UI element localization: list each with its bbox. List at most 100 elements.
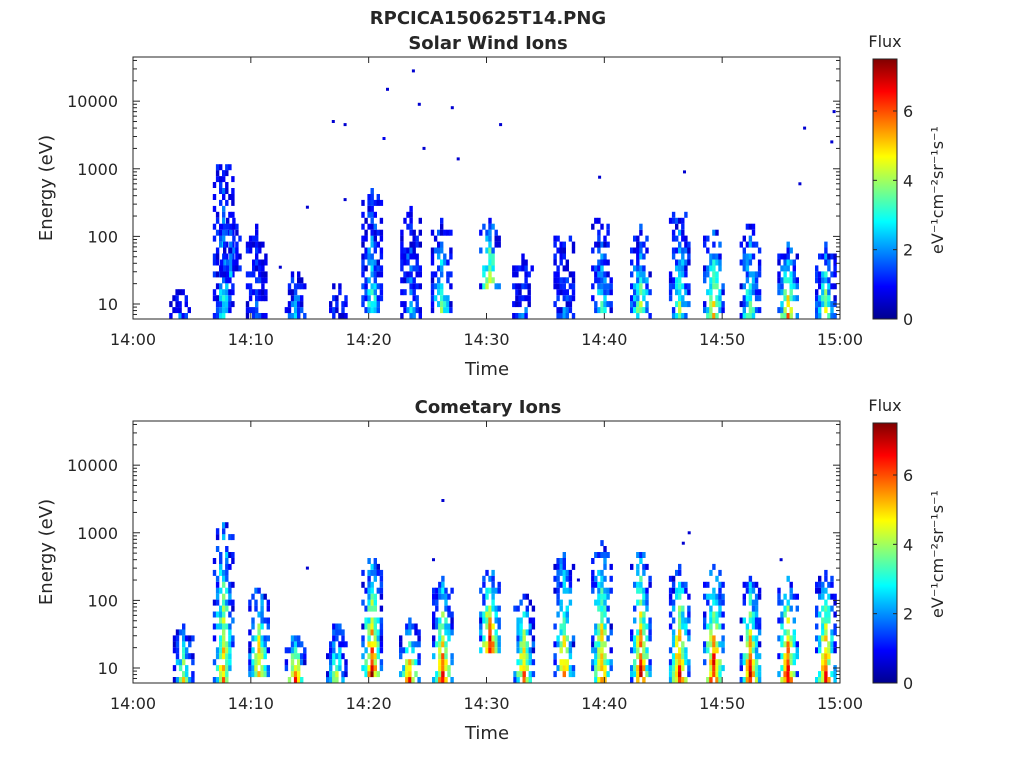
heatmap-cell — [373, 199, 377, 206]
heatmap-cell — [225, 647, 229, 654]
heatmap-cell — [182, 641, 186, 648]
heatmap-cell — [553, 235, 557, 242]
heatmap-cell — [485, 617, 489, 624]
heatmap-cell — [824, 295, 828, 302]
heatmap-cell — [591, 223, 595, 230]
heatmap-cell — [603, 623, 607, 630]
heatmap-cell — [678, 617, 682, 624]
heatmap-cell — [559, 647, 563, 654]
heatmap-cell — [367, 623, 371, 630]
heatmap-cell — [212, 259, 217, 266]
heatmap-cell — [430, 301, 435, 308]
heatmap-cell — [370, 253, 374, 260]
heatmap-cell — [792, 593, 796, 600]
heatmap-cell — [591, 558, 595, 564]
heatmap-cell — [594, 301, 598, 308]
heatmap-cell — [681, 605, 685, 612]
heatmap-cell — [252, 259, 256, 266]
heatmap-cell — [568, 671, 573, 678]
heatmap-cell — [364, 587, 368, 594]
heatmap-cell — [748, 581, 753, 588]
heatmap-cell — [681, 217, 685, 224]
heatmap-cell — [287, 677, 292, 683]
heatmap-cell — [497, 235, 501, 242]
heatmap-cell — [223, 223, 227, 230]
heatmap-cell — [531, 623, 536, 630]
heatmap-cell — [636, 599, 640, 606]
heatmap-cell — [519, 623, 523, 630]
heatmap-cell — [482, 599, 486, 606]
heatmap-cell — [565, 659, 569, 666]
heatmap-cell — [440, 241, 444, 248]
heatmap-cell — [479, 247, 483, 254]
heatmap-cell — [786, 253, 790, 260]
heatmap-cell — [361, 259, 365, 266]
heatmap-cell — [739, 659, 743, 666]
heatmap-cell — [718, 259, 722, 266]
heatmap-cell — [684, 271, 688, 278]
heatmap-cell — [639, 277, 643, 284]
heatmap-cell — [633, 665, 637, 672]
heatmap-cell — [370, 301, 374, 308]
heatmap-cell — [745, 653, 750, 660]
heatmap-cell — [364, 623, 368, 630]
heatmap-cell — [335, 301, 339, 308]
heatmap-cell — [639, 575, 643, 582]
heatmap-cell — [440, 271, 444, 278]
heatmap-cell — [777, 277, 781, 284]
heatmap-cell — [795, 313, 799, 319]
heatmap-cell — [606, 635, 610, 642]
heatmap-cell — [418, 217, 422, 224]
heatmap-cell — [188, 641, 192, 648]
heatmap-point — [331, 120, 335, 123]
heatmap-cell — [709, 635, 713, 642]
heatmap-cell — [609, 629, 613, 636]
heatmap-cell — [792, 617, 796, 624]
heatmap-cell — [715, 295, 719, 302]
heatmap-cell — [675, 301, 679, 308]
heatmap-cell — [642, 665, 646, 672]
heatmap-cell — [245, 307, 250, 314]
heatmap-cell — [300, 659, 304, 666]
heatmap-cell — [757, 665, 762, 672]
heatmap-cell — [703, 301, 707, 308]
heatmap-cell — [600, 593, 604, 600]
heatmap-cell — [675, 289, 679, 296]
heatmap-cell — [255, 289, 259, 296]
heatmap-cell — [435, 641, 439, 648]
heatmap-cell — [600, 241, 604, 248]
heatmap-cell — [571, 277, 576, 284]
heatmap-cell — [645, 665, 649, 672]
heatmap-cell — [251, 671, 255, 678]
heatmap-cell — [437, 289, 441, 296]
heatmap-cell — [513, 677, 517, 683]
heatmap-cell — [479, 629, 483, 636]
heatmap-cell — [444, 677, 448, 683]
heatmap-cell — [222, 528, 226, 535]
heatmap-cell — [261, 259, 265, 266]
heatmap-cell — [681, 617, 685, 624]
heatmap-cell — [257, 647, 261, 654]
heatmap-cell — [488, 635, 492, 642]
heatmap-cell — [827, 641, 831, 648]
heatmap-cell — [648, 581, 652, 588]
heatmap-cell — [219, 176, 223, 183]
heatmap-cell — [833, 593, 837, 600]
heatmap-cell — [409, 229, 413, 236]
heatmap-cell — [438, 647, 442, 654]
heatmap-cell — [494, 611, 498, 618]
heatmap-cell — [435, 605, 439, 612]
heatmap-cell — [568, 575, 573, 582]
heatmap-cell — [603, 301, 607, 308]
heatmap-cell — [379, 199, 384, 206]
heatmap-cell — [783, 605, 787, 612]
heatmap-cell — [231, 229, 235, 236]
heatmap-cell — [687, 671, 691, 678]
heatmap-cell — [175, 629, 180, 636]
heatmap-cell — [367, 641, 371, 648]
heatmap-cell — [603, 665, 607, 672]
heatmap-cell — [594, 659, 598, 666]
heatmap-cell — [745, 635, 750, 642]
heatmap-cell — [222, 307, 226, 314]
heatmap-cell — [789, 259, 793, 266]
